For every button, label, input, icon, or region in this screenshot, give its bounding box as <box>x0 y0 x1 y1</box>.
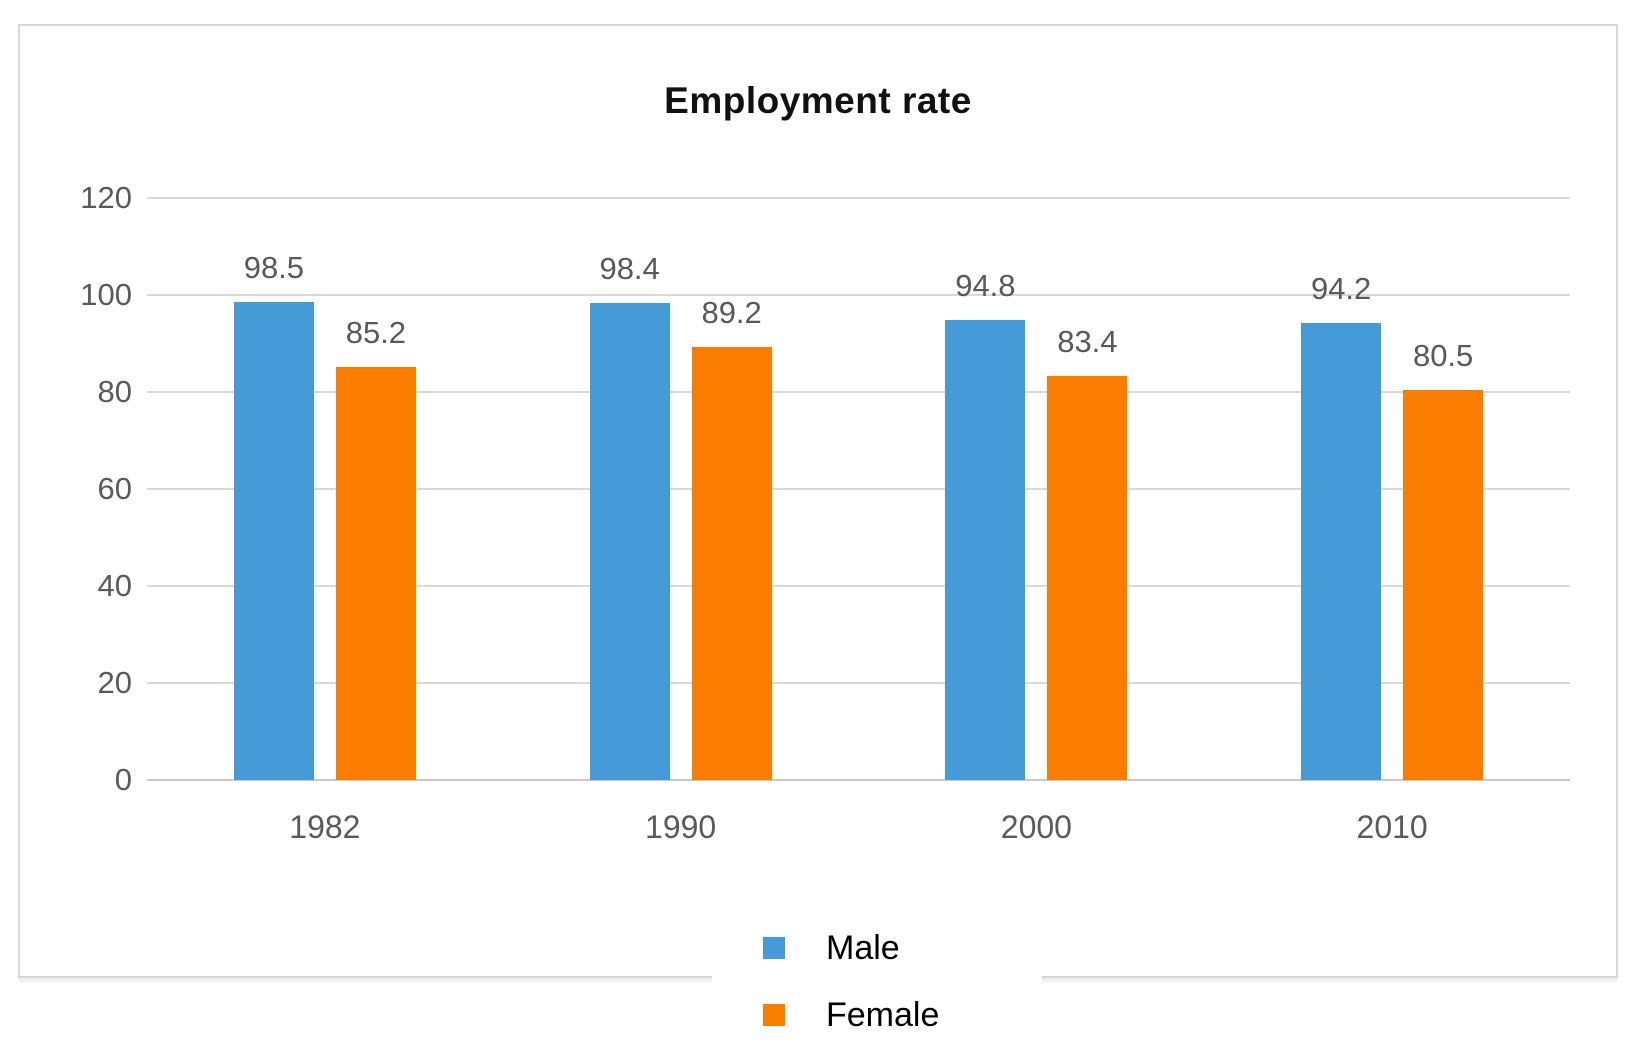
gridline <box>147 294 1570 296</box>
bar-value-label: 89.2 <box>701 295 762 331</box>
y-tick-label: 60 <box>97 471 132 506</box>
x-tick-label: 2000 <box>1000 809 1072 845</box>
chart-title: Employment rate <box>664 80 972 121</box>
y-tick-label: 0 <box>114 762 132 797</box>
legend-swatch-female <box>763 1004 785 1026</box>
bar-female <box>1047 375 1128 780</box>
legend-label-female: Female <box>826 995 940 1034</box>
bar-male <box>589 302 670 780</box>
bar-value-label: 83.4 <box>1057 323 1118 359</box>
legend-item-male: Male <box>712 928 1042 968</box>
legend-swatch-male <box>763 937 785 959</box>
gridline <box>147 391 1570 393</box>
bar-value-label: 85.2 <box>345 314 407 350</box>
x-tick-label: 1982 <box>289 809 361 845</box>
bar-male <box>1301 323 1382 780</box>
bar-value-label: 98.4 <box>599 250 660 286</box>
bar-male <box>233 302 314 780</box>
x-tick-label: 1990 <box>645 809 717 845</box>
y-tick-label: 100 <box>80 277 132 312</box>
y-tick-label: 20 <box>97 665 132 700</box>
legend: Male Female <box>712 910 1042 1049</box>
gridline <box>147 488 1570 490</box>
bar-value-label: 94.2 <box>1310 271 1372 307</box>
bar-female <box>335 366 416 780</box>
y-tick-label: 40 <box>97 568 132 603</box>
gridline <box>147 585 1570 587</box>
gridline <box>147 197 1570 199</box>
gridline <box>147 779 1570 781</box>
x-tick-label: 2010 <box>1356 809 1428 845</box>
legend-label-male: Male <box>826 928 900 967</box>
bar-female <box>1403 389 1484 780</box>
legend-item-female: Female <box>712 995 1042 1035</box>
y-tick-label: 80 <box>97 374 132 409</box>
bar-value-label: 94.8 <box>955 268 1016 304</box>
y-tick-label: 120 <box>80 180 132 215</box>
bar-male <box>945 320 1026 780</box>
bar-value-label: 80.5 <box>1412 337 1474 373</box>
gridline <box>147 682 1570 684</box>
chart-frame: Employment rate 0 20 40 60 80 100 120 98.5 85.2 1… <box>18 24 1618 1049</box>
bar-female <box>691 347 772 780</box>
bar-value-label: 98.5 <box>243 250 305 286</box>
